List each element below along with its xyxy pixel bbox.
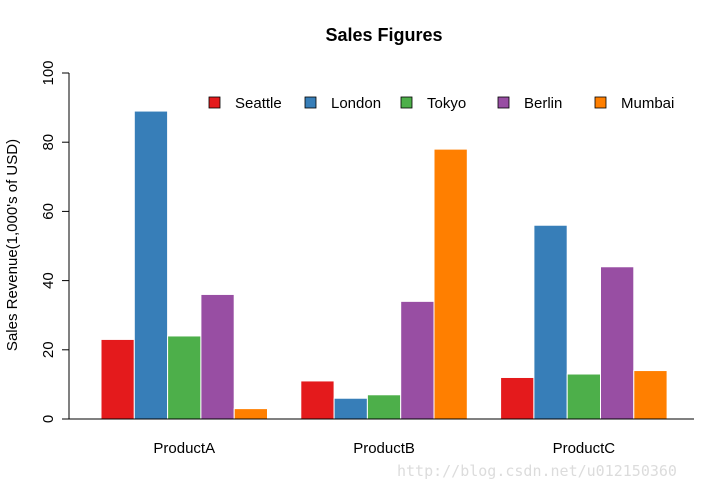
bar-london-productc — [533, 224, 568, 420]
bar-tokyo-productb — [366, 394, 402, 420]
bar-berlin-productc — [600, 266, 635, 420]
chart-title: Sales Figures — [325, 25, 442, 45]
bar-mumbai-productb — [433, 148, 468, 420]
bar-seattle-productb — [300, 380, 335, 420]
legend-swatch-london — [304, 96, 317, 109]
y-tick-label: 0 — [40, 415, 57, 423]
legend-swatch-berlin — [497, 96, 510, 109]
y-tick-label: 80 — [40, 134, 57, 151]
x-tick-label: ProductA — [153, 440, 215, 457]
bar-mumbai-productc — [633, 370, 668, 420]
y-axis: 0 20 40 60 80 100 — [40, 60, 70, 423]
legend-label-mumbai: Mumbai — [621, 95, 674, 112]
bar-seattle-productc — [500, 376, 535, 420]
legend-label-tokyo: Tokyo — [427, 95, 466, 112]
bars-group — [100, 110, 668, 420]
legend-swatch-seattle — [208, 96, 221, 109]
y-tick-label: 40 — [40, 272, 57, 289]
bar-london-productb — [333, 397, 368, 420]
bar-berlin-productb — [400, 300, 435, 420]
x-tick-label: ProductC — [553, 440, 616, 457]
legend-swatch-mumbai — [594, 96, 607, 109]
bar-tokyo-producta — [167, 335, 202, 420]
bar-seattle-producta — [100, 338, 135, 420]
bar-tokyo-productc — [566, 373, 602, 420]
y-tick-label: 100 — [40, 60, 57, 85]
y-axis-label: Sales Revenue(1,000's of USD) — [4, 139, 21, 351]
watermark-text: http://blog.csdn.net/u012150360 — [397, 462, 677, 480]
y-tick-label: 60 — [40, 203, 57, 220]
legend: Seattle London Tokyo Berlin Mumbai — [208, 95, 674, 112]
legend-swatch-tokyo — [400, 96, 413, 109]
legend-label-berlin: Berlin — [524, 95, 562, 112]
x-tick-label: ProductB — [353, 440, 415, 457]
bar-berlin-producta — [200, 293, 235, 420]
legend-label-seattle: Seattle — [235, 95, 282, 112]
legend-label-london: London — [331, 95, 381, 112]
x-tick-labels: ProductA ProductB ProductC — [153, 440, 615, 457]
bar-mumbai-producta — [233, 408, 268, 420]
y-tick-label: 20 — [40, 341, 57, 358]
bar-london-producta — [133, 110, 169, 420]
